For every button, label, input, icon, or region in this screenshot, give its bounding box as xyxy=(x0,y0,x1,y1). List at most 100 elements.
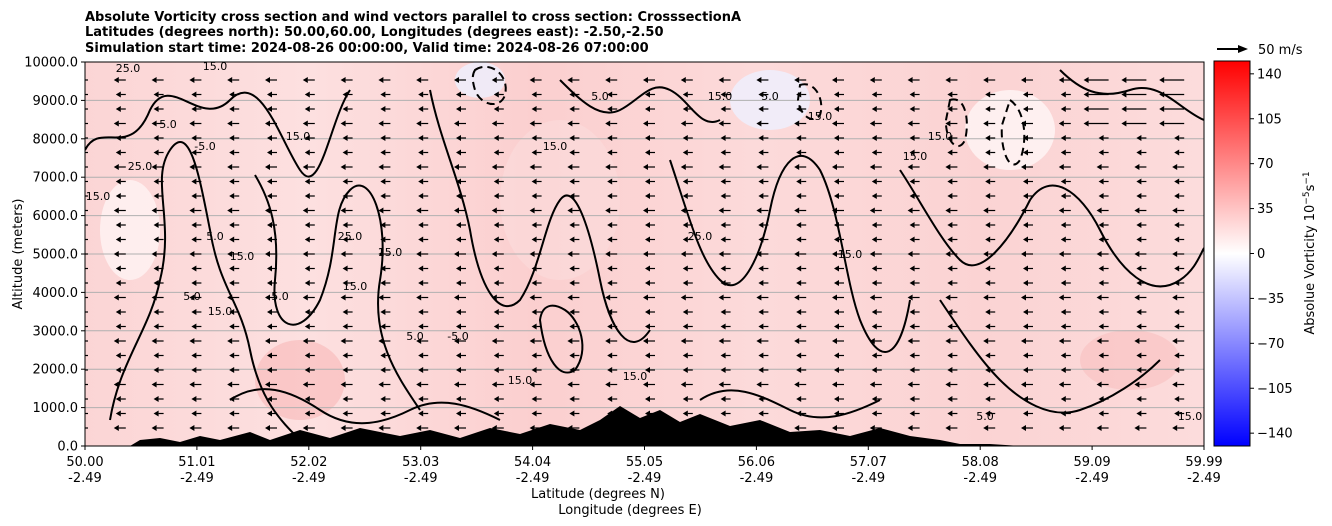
wind-vector xyxy=(304,280,315,286)
wind-vector xyxy=(1121,106,1147,112)
wind-vector xyxy=(1121,77,1147,83)
wind-vector xyxy=(113,77,126,83)
wind-vector xyxy=(418,410,429,417)
wind-vector xyxy=(680,251,693,257)
wind-vector xyxy=(680,425,693,431)
wind-vector xyxy=(493,410,504,417)
wind-vector xyxy=(796,149,807,156)
wind-vector xyxy=(645,309,655,315)
wind-vector xyxy=(189,294,202,301)
wind-vector xyxy=(189,425,202,431)
wind-vector xyxy=(1098,280,1109,286)
wind-vector xyxy=(85,340,88,342)
wind-vector xyxy=(909,178,920,185)
wind-vector xyxy=(1021,120,1033,127)
wind-vector xyxy=(645,396,655,402)
wind-vector xyxy=(342,178,353,185)
wind-vector xyxy=(871,149,882,156)
x-tick-label-lon: -2.49 xyxy=(1187,471,1221,486)
y-tick-label: 1000.0 xyxy=(33,401,79,416)
wind-vector xyxy=(418,178,429,185)
contour-label: 15.0 xyxy=(230,250,255,263)
wind-vector xyxy=(151,251,164,257)
wind-vector xyxy=(605,164,618,170)
wind-vector xyxy=(302,425,315,431)
wind-vector xyxy=(229,178,240,185)
wind-vector xyxy=(456,178,466,185)
wind-vector xyxy=(796,265,807,272)
wind-vector xyxy=(302,207,315,214)
y-tick-label: 0.0 xyxy=(57,440,78,455)
wind-vector xyxy=(378,164,391,170)
wind-vector xyxy=(265,425,277,431)
wind-vector xyxy=(189,120,202,127)
x-tick-label-lon: -2.49 xyxy=(292,471,326,486)
wind-vector xyxy=(153,193,164,199)
wind-vector xyxy=(1083,106,1109,112)
wind-vector xyxy=(267,135,277,141)
wind-vector xyxy=(227,294,240,301)
wind-vector xyxy=(1159,120,1185,127)
wind-vector xyxy=(871,280,882,286)
wind-vector xyxy=(945,164,958,170)
wind-vector xyxy=(380,309,391,315)
wind-vector xyxy=(567,207,580,214)
wind-vector xyxy=(529,77,542,83)
wind-vector xyxy=(267,106,277,112)
wind-vector xyxy=(947,106,958,112)
wind-vector xyxy=(607,178,618,185)
wind-vector xyxy=(456,265,466,272)
wind-vector xyxy=(1021,77,1033,83)
wind-vector xyxy=(834,135,844,141)
wind-vector xyxy=(1172,207,1185,214)
wind-vector xyxy=(265,120,277,127)
wind-vector xyxy=(909,106,920,112)
wind-vectors xyxy=(85,77,1185,431)
wind-vector xyxy=(985,91,996,98)
wind-vector xyxy=(227,77,240,83)
wind-vector xyxy=(191,193,202,199)
contour-label: 5.0 xyxy=(591,90,609,103)
x-tick-label-lat: 59.09 xyxy=(1073,455,1110,470)
wind-vector xyxy=(796,91,807,98)
wind-vector xyxy=(1096,207,1109,214)
wind-vector xyxy=(1136,367,1147,373)
wind-vector xyxy=(796,367,807,373)
contour-line xyxy=(1059,69,1204,121)
quiver-key: 50 m/s xyxy=(1217,43,1303,58)
wind-vector xyxy=(909,193,920,199)
wind-vector xyxy=(607,396,618,402)
wind-vector xyxy=(756,381,769,388)
wind-vector xyxy=(569,396,580,402)
wind-vector xyxy=(1083,120,1109,127)
wind-vector xyxy=(682,396,693,402)
wind-vector xyxy=(189,381,202,388)
wind-vector xyxy=(229,280,240,286)
wind-vector xyxy=(229,410,240,417)
wind-vector xyxy=(115,396,126,402)
wind-vector xyxy=(342,323,353,330)
wind-vector xyxy=(607,106,618,112)
wind-vector xyxy=(1096,251,1109,257)
wind-vector xyxy=(720,410,731,417)
wind-vector xyxy=(113,120,126,127)
wind-vector xyxy=(153,91,164,98)
wind-vector xyxy=(493,367,504,373)
wind-vector xyxy=(645,193,655,199)
wind-vector xyxy=(529,164,542,170)
wind-vector xyxy=(1058,164,1071,170)
wind-vector xyxy=(871,410,882,417)
wind-vector xyxy=(267,280,277,286)
wind-vector xyxy=(1021,251,1033,257)
wind-vector xyxy=(189,251,202,257)
wind-vector xyxy=(456,396,466,402)
wind-vector xyxy=(1174,280,1185,286)
wind-vector xyxy=(1021,381,1033,388)
wind-vector xyxy=(983,294,996,301)
wind-vector xyxy=(1098,367,1109,373)
wind-vector xyxy=(718,294,731,301)
contour-line xyxy=(109,141,301,441)
wind-vector xyxy=(418,222,429,228)
wind-vector xyxy=(832,120,844,127)
wind-vector xyxy=(340,164,353,170)
